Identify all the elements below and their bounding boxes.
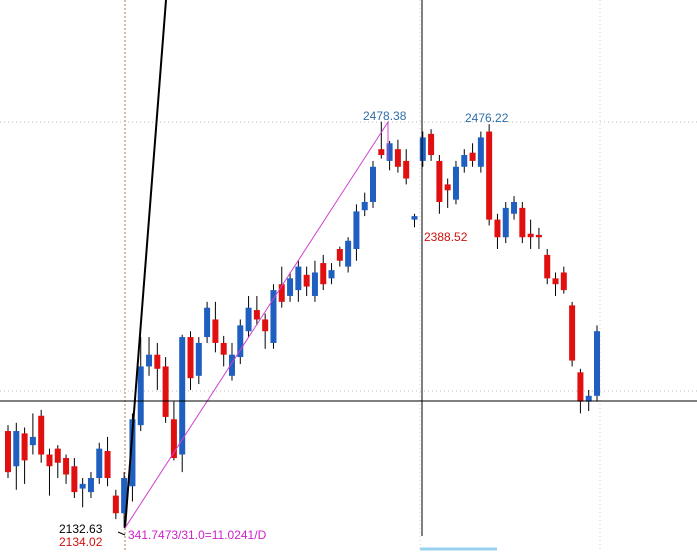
candle-body [104, 450, 111, 479]
candle-body [162, 366, 169, 417]
candle-body [494, 219, 501, 238]
candle-body [112, 495, 119, 514]
annotation: 2132.63 [59, 522, 103, 536]
candle-body [411, 216, 418, 220]
candle-body [594, 331, 600, 396]
candle-body [444, 184, 451, 191]
candle-body [378, 149, 385, 156]
candle-body [228, 354, 235, 376]
candle-body [187, 337, 194, 379]
trend-line [124, 0, 167, 529]
candle-body [270, 290, 277, 343]
candle-body [129, 419, 136, 487]
candle-body [212, 319, 219, 343]
candle-body [419, 137, 426, 161]
candle-body [204, 307, 211, 338]
candle-body [361, 202, 368, 211]
candle-body [353, 211, 360, 249]
candle-body [54, 448, 61, 463]
candle-body [519, 207, 526, 238]
annotation: 341.7473/31.0=11.0241/D [128, 528, 267, 542]
candle-body [370, 166, 377, 203]
candle-body [461, 155, 468, 167]
candle-body [502, 207, 509, 238]
candle-body [63, 458, 70, 475]
candle-body [428, 133, 435, 156]
candle-body [137, 366, 144, 426]
candle-body [486, 131, 493, 220]
candle-body [345, 240, 352, 267]
candle-body [328, 270, 335, 279]
candle-body [220, 342, 227, 355]
candles [5, 121, 600, 528]
candle-body [535, 234, 542, 238]
candle-body [278, 284, 285, 302]
candle-body [527, 233, 534, 238]
candle-body [585, 395, 592, 402]
candle-body [253, 310, 260, 320]
fibo-line [124, 120, 389, 529]
candle-body [336, 248, 343, 261]
candle-body [38, 415, 45, 455]
candle-body [569, 305, 576, 361]
candle-body [5, 431, 11, 473]
candle-body [403, 160, 410, 179]
candle-body [71, 466, 78, 493]
candle-body [311, 272, 318, 296]
annotation: 2134.02 [59, 535, 103, 549]
candle-body [46, 454, 53, 467]
candle-body [79, 483, 86, 489]
candle-body [170, 419, 177, 459]
candle-body [146, 354, 153, 367]
candle-body [511, 202, 518, 214]
candle-body [13, 431, 20, 467]
candle-body [179, 337, 186, 455]
candle-body [29, 436, 36, 446]
candle-body [245, 307, 252, 332]
annotation: 2478.38 [363, 109, 407, 123]
candle-body [436, 160, 443, 203]
candle-body [469, 152, 476, 161]
candle-body [154, 354, 161, 369]
candle-body [477, 137, 484, 167]
candle-body [21, 433, 28, 461]
candle-body [121, 478, 128, 514]
candle-body [195, 342, 202, 376]
candle-body [577, 372, 584, 402]
candle-body [96, 448, 103, 479]
candle-body [552, 278, 559, 285]
candle-body [87, 478, 94, 493]
candle-body [303, 274, 310, 287]
candle-body [560, 272, 567, 291]
candle-body [262, 319, 269, 332]
annotation: 2388.52 [424, 230, 468, 244]
candle-body [287, 278, 294, 296]
candle-body [394, 149, 401, 167]
candle-body [544, 254, 551, 279]
candle-body [237, 325, 244, 358]
candle-body [320, 263, 327, 285]
candle-body [452, 166, 459, 200]
annotation: 2476.22 [465, 111, 509, 125]
pointer [117, 531, 126, 536]
candle-body [386, 143, 393, 161]
candle-body [295, 266, 302, 291]
